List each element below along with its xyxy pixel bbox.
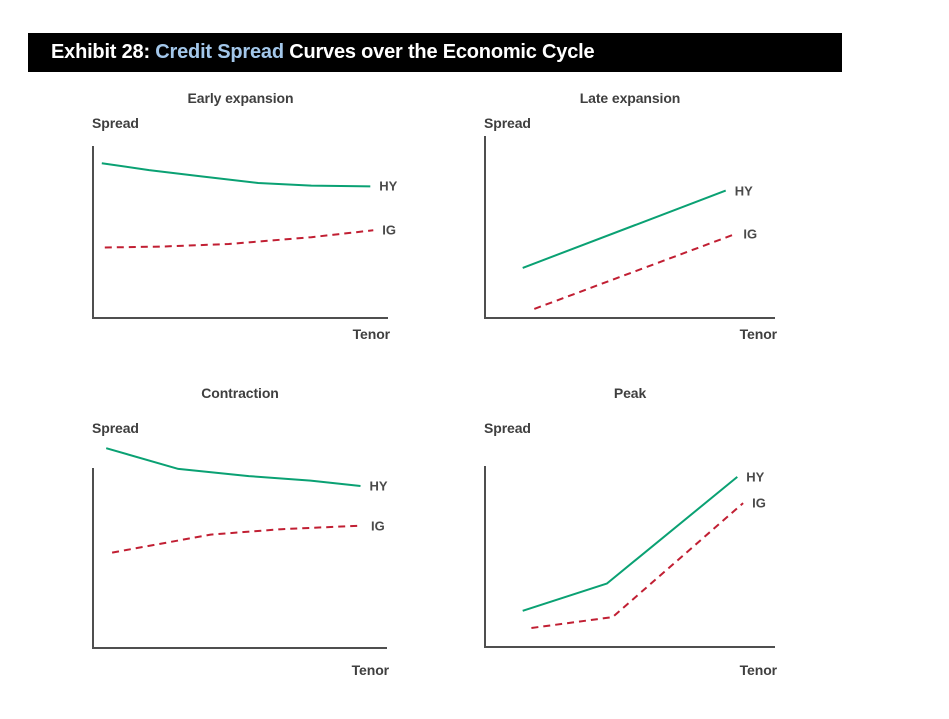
panel-title-peak: Peak <box>613 385 647 401</box>
y-axis-label-spread-1: Spread <box>92 115 139 131</box>
y-axis-label-spread-2: Spread <box>484 115 531 131</box>
x-axis-label-tenor-4: Tenor <box>739 662 777 678</box>
axes-panel-1 <box>92 146 388 319</box>
y-axis-label-spread-4: Spread <box>484 420 531 436</box>
series-line-ig-panel-3 <box>111 524 363 554</box>
axes-panel-3 <box>92 468 387 649</box>
series-line-ig-panel-1 <box>104 229 374 249</box>
series-line-hy-panel-2 <box>522 189 727 269</box>
series-line-hy-panel-3 <box>105 447 361 487</box>
axes-panel-4 <box>484 466 775 648</box>
exhibit-title-suffix: Curves over the Economic Cycle <box>283 41 595 63</box>
exhibit-title-bar: Exhibit 28: Credit Spread Curves over th… <box>28 33 842 72</box>
x-axis-label-tenor-3: Tenor <box>351 662 389 678</box>
series-label-ig-panel-4: IG <box>752 495 766 511</box>
series-line-ig-panel-2 <box>533 233 735 310</box>
series-label-ig-panel-1: IG <box>382 222 396 238</box>
series-label-hy-panel-4: HY <box>746 469 765 485</box>
x-axis-label-tenor-2: Tenor <box>739 326 777 342</box>
series-line-ig-panel-4 <box>531 502 744 629</box>
series-label-hy-panel-3: HY <box>369 478 388 494</box>
series-label-hy-panel-2: HY <box>734 183 753 199</box>
panel-title-late-expansion: Late expansion <box>579 90 681 106</box>
panel-title-contraction: Contraction <box>201 385 279 401</box>
exhibit-title-prefix: Exhibit 28: <box>51 41 156 63</box>
series-label-hy-panel-1: HY <box>379 178 398 194</box>
panel-title-early-expansion: Early expansion <box>187 90 294 106</box>
axes-panel-2 <box>484 136 775 319</box>
y-axis-label-spread-3: Spread <box>92 420 139 436</box>
series-line-hy-panel-4 <box>522 476 738 612</box>
series-label-ig-panel-2: IG <box>743 226 758 242</box>
series-line-hy-panel-1 <box>101 162 371 188</box>
x-axis-label-tenor-1: Tenor <box>352 326 390 342</box>
series-label-ig-panel-3: IG <box>371 518 385 534</box>
exhibit-title-highlight: Credit Spread <box>155 41 284 63</box>
